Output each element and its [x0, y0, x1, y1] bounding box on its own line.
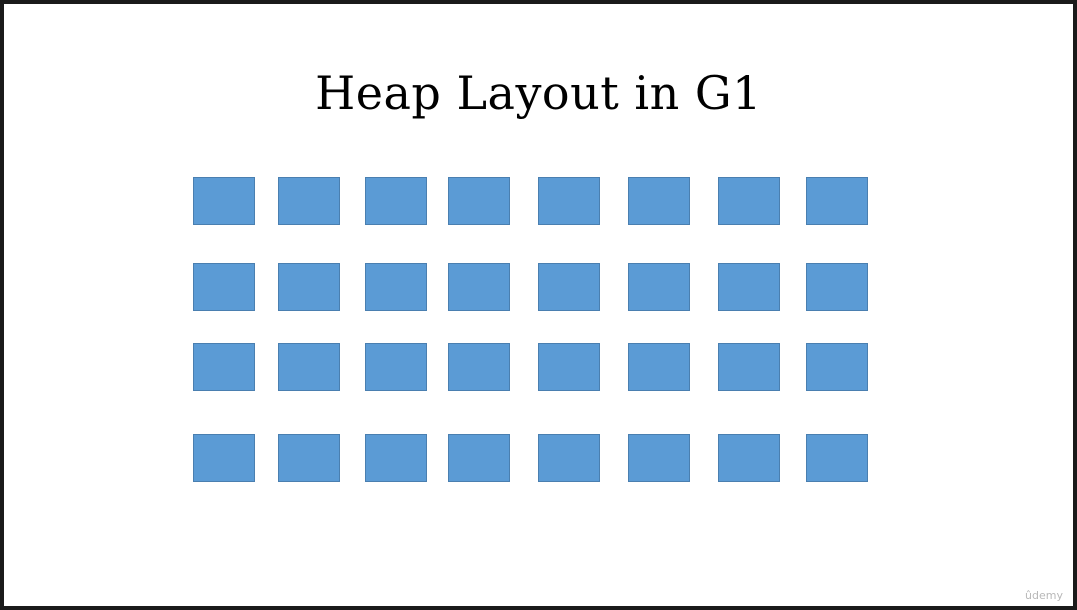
heap-region	[806, 343, 868, 391]
heap-region-grid	[4, 4, 1073, 606]
heap-region	[806, 434, 868, 482]
heap-region	[193, 343, 255, 391]
udemy-watermark: ûdemy	[1025, 589, 1063, 602]
heap-region	[365, 434, 427, 482]
heap-region	[628, 177, 690, 225]
heap-region	[448, 177, 510, 225]
heap-region	[278, 343, 340, 391]
slide-title: Heap Layout in G1	[315, 66, 762, 120]
heap-region	[193, 177, 255, 225]
heap-region	[628, 343, 690, 391]
heap-region	[718, 263, 780, 311]
heap-region	[365, 177, 427, 225]
heap-region	[448, 434, 510, 482]
heap-region	[628, 434, 690, 482]
heap-region	[365, 263, 427, 311]
heap-region	[278, 177, 340, 225]
heap-region	[718, 343, 780, 391]
heap-region	[538, 177, 600, 225]
heap-region	[448, 343, 510, 391]
heap-region	[193, 434, 255, 482]
heap-region	[718, 434, 780, 482]
heap-region	[538, 343, 600, 391]
heap-region	[193, 263, 255, 311]
heap-region	[718, 177, 780, 225]
slide: Heap Layout in G1 ûdemy	[4, 4, 1073, 606]
heap-region	[365, 343, 427, 391]
heap-region	[448, 263, 510, 311]
heap-region	[278, 434, 340, 482]
heap-region	[628, 263, 690, 311]
heap-region	[278, 263, 340, 311]
heap-region	[806, 177, 868, 225]
heap-region	[538, 434, 600, 482]
heap-region	[538, 263, 600, 311]
heap-region	[806, 263, 868, 311]
